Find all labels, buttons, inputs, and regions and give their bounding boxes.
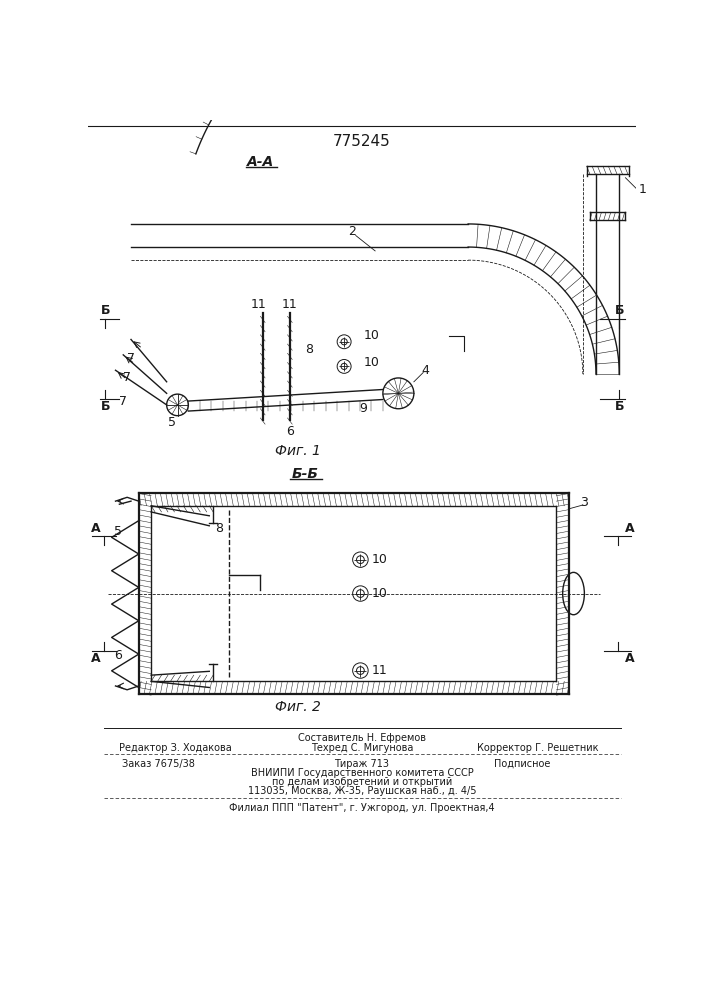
Text: 5: 5 (114, 525, 122, 538)
Text: по делам изобретений и открытий: по делам изобретений и открытий (271, 777, 452, 787)
Text: 7: 7 (119, 395, 127, 408)
Text: 5: 5 (168, 416, 176, 429)
Text: Б-Б: Б-Б (292, 467, 319, 481)
Text: 6: 6 (114, 649, 122, 662)
Text: 11: 11 (282, 298, 298, 311)
Text: 10: 10 (372, 587, 388, 600)
Text: 2: 2 (348, 225, 356, 238)
Text: А: А (91, 522, 101, 535)
Text: 7: 7 (127, 352, 135, 365)
Text: А: А (624, 652, 634, 666)
Text: 10: 10 (363, 356, 380, 369)
Text: Тираж 713: Тираж 713 (334, 759, 390, 769)
Text: ВНИИПИ Государственного комитета СССР: ВНИИПИ Государственного комитета СССР (250, 768, 473, 778)
Text: 8: 8 (216, 522, 223, 535)
Text: Б: Б (614, 400, 624, 413)
Text: 11: 11 (251, 298, 267, 311)
Text: Б: Б (614, 304, 624, 317)
Text: Фиг. 1: Фиг. 1 (275, 444, 320, 458)
Text: Техред С. Мигунова: Техред С. Мигунова (311, 743, 413, 753)
Text: 3: 3 (580, 496, 588, 509)
Text: 7: 7 (123, 371, 131, 384)
Text: 4: 4 (421, 364, 429, 377)
Text: 10: 10 (363, 329, 380, 342)
Text: Редактор З. Ходакова: Редактор З. Ходакова (119, 743, 232, 753)
Text: 113035, Москва, Ж-35, Раушская наб., д. 4/5: 113035, Москва, Ж-35, Раушская наб., д. … (247, 786, 477, 796)
Text: Корректор Г. Решетник: Корректор Г. Решетник (477, 743, 599, 753)
Text: 6: 6 (286, 425, 294, 438)
Text: А-А: А-А (247, 155, 274, 169)
Text: 11: 11 (372, 664, 387, 677)
Text: Б: Б (100, 304, 110, 317)
Text: Фиг. 2: Фиг. 2 (275, 700, 320, 714)
Text: А: А (91, 652, 101, 666)
Text: 10: 10 (372, 553, 388, 566)
Text: Подписное: Подписное (494, 759, 551, 769)
Text: 775245: 775245 (333, 134, 391, 149)
Text: А: А (624, 522, 634, 535)
Text: Заказ 7675/38: Заказ 7675/38 (122, 759, 194, 769)
Text: 8: 8 (305, 343, 313, 356)
Text: 9: 9 (360, 402, 368, 415)
Text: 1: 1 (638, 183, 646, 196)
Text: Филиал ППП "Патент", г. Ужгород, ул. Проектная,4: Филиал ППП "Патент", г. Ужгород, ул. Про… (229, 803, 495, 813)
Text: Составитель Н. Ефремов: Составитель Н. Ефремов (298, 733, 426, 743)
Text: Б: Б (100, 400, 110, 413)
